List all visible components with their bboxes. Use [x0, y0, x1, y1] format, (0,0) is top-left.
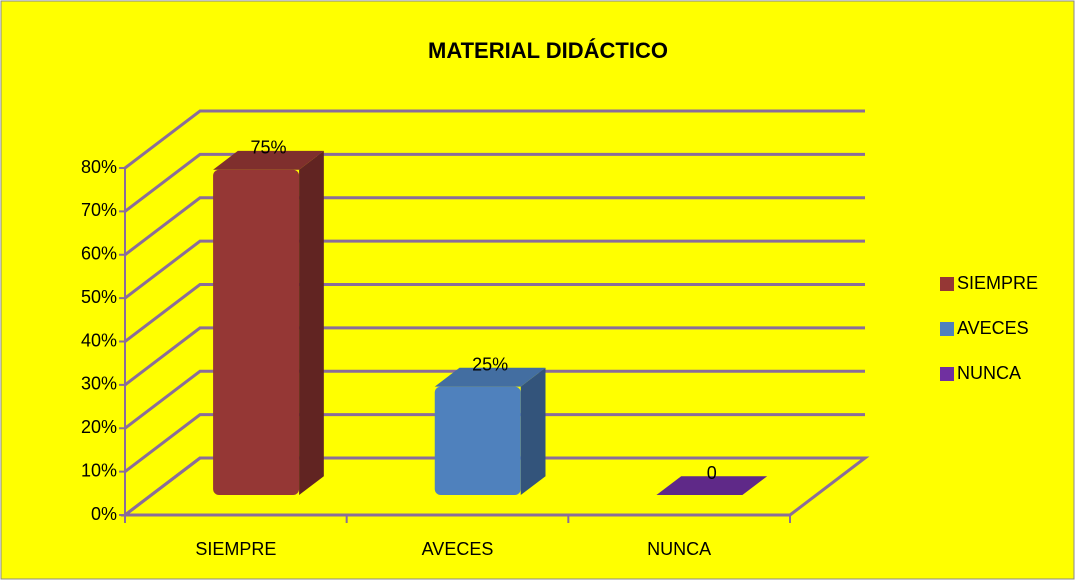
grid-line	[124, 109, 865, 170]
y-tick-label: 20%	[81, 417, 117, 437]
bar-top	[213, 150, 324, 170]
y-tick-label: 50%	[81, 287, 117, 307]
bar-front	[434, 386, 521, 496]
chart-title: MATERIAL DIDÁCTICO	[428, 38, 668, 63]
y-tick-label: 80%	[81, 157, 117, 177]
bar-top	[434, 367, 546, 387]
legend-label: NUNCA	[957, 363, 1021, 383]
bar-side	[520, 367, 546, 496]
data-label: 25%	[472, 355, 508, 375]
x-tick-label: NUNCA	[647, 539, 711, 559]
grid-line	[124, 413, 865, 473]
bar-front	[213, 169, 300, 496]
y-tick-label: 30%	[81, 374, 117, 394]
bar-top	[656, 476, 768, 496]
legend-label: AVECES	[957, 318, 1029, 338]
y-tick-label: 10%	[81, 460, 117, 480]
grid-line	[124, 283, 865, 343]
y-tick-label: 70%	[81, 200, 117, 220]
grid-line	[124, 196, 865, 256]
y-tick-label: 40%	[81, 330, 117, 350]
legend-swatch	[940, 367, 954, 381]
x-tick-label: SIEMPRE	[195, 539, 276, 559]
y-tick-label: 60%	[81, 244, 117, 264]
data-label: 75%	[250, 138, 286, 158]
legend-swatch	[940, 277, 954, 291]
bar-side	[299, 150, 324, 496]
grid-line	[124, 239, 865, 300]
grid-line	[124, 326, 865, 387]
legend-swatch	[940, 322, 954, 336]
grid-line	[124, 456, 865, 517]
y-tick-label: 0%	[91, 504, 117, 524]
data-label: 0	[707, 463, 717, 483]
grid-line	[124, 152, 865, 213]
legend-label: SIEMPRE	[957, 273, 1038, 293]
x-tick-label: AVECES	[422, 539, 494, 559]
grid-line	[124, 369, 865, 430]
